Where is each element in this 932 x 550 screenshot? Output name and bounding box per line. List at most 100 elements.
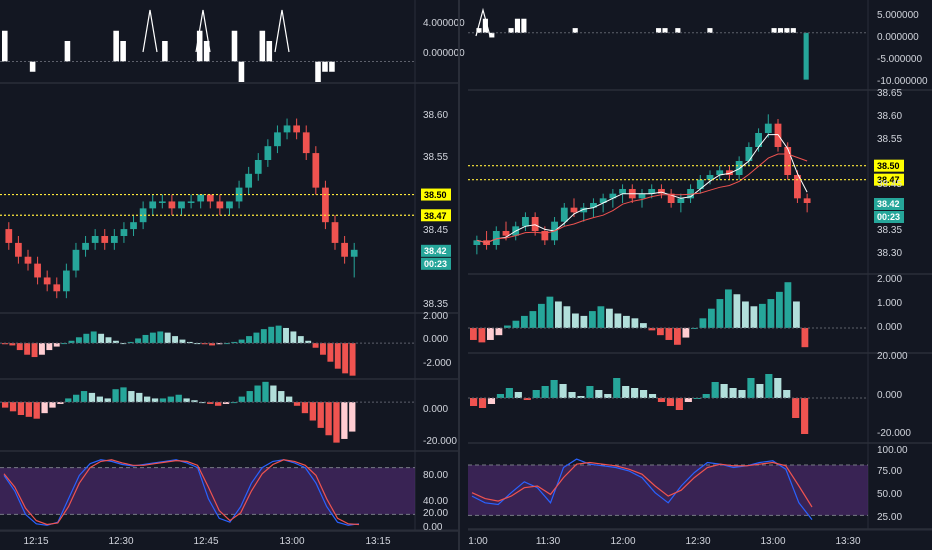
left-price-candle[interactable] bbox=[149, 201, 157, 209]
left-price-candle[interactable] bbox=[264, 146, 272, 160]
left-price-candle[interactable] bbox=[187, 201, 195, 203]
left-osc2-bar bbox=[309, 402, 316, 421]
right-price-candle[interactable] bbox=[687, 189, 694, 199]
left-price-candle[interactable] bbox=[130, 222, 137, 230]
left-vol-bar bbox=[120, 41, 126, 62]
right-osc2-bar bbox=[532, 390, 540, 398]
right-price-candle[interactable] bbox=[502, 231, 510, 236]
left-price-candle[interactable] bbox=[158, 201, 166, 203]
left-price-candle[interactable] bbox=[197, 194, 205, 202]
right-price-candle[interactable] bbox=[638, 193, 646, 199]
right-osc1-bar bbox=[521, 315, 528, 328]
right-price-candle[interactable] bbox=[492, 231, 500, 245]
left-price-candle[interactable] bbox=[91, 236, 99, 243]
right-osc2-bar bbox=[496, 394, 504, 398]
right-price-candle[interactable] bbox=[794, 175, 801, 199]
right-price-candle[interactable] bbox=[648, 189, 656, 194]
left-price-candle[interactable] bbox=[5, 229, 13, 243]
left-osc1-bar bbox=[46, 343, 53, 351]
right-osc2-bar bbox=[487, 398, 496, 404]
left-osc2-bar bbox=[175, 394, 182, 403]
right-osc1-bar bbox=[665, 327, 673, 340]
right-price-candle[interactable] bbox=[784, 147, 792, 175]
right-price-candle[interactable] bbox=[745, 147, 753, 161]
right-osc2-bar bbox=[640, 390, 648, 398]
left-price-candle[interactable] bbox=[178, 201, 185, 209]
right-osc1-bar bbox=[657, 327, 664, 336]
left-price-candle[interactable] bbox=[101, 236, 109, 243]
left-price-candle[interactable] bbox=[110, 236, 118, 243]
right-price-candle[interactable] bbox=[658, 189, 665, 194]
right-price-candle[interactable] bbox=[696, 179, 704, 189]
left-price-candle[interactable] bbox=[15, 242, 22, 257]
left-osc1-bar bbox=[290, 331, 297, 344]
left-price-candle[interactable] bbox=[302, 132, 310, 154]
left-level-label: 38.47 bbox=[424, 211, 447, 221]
left-osc2-bar bbox=[270, 385, 277, 403]
right-price-candle[interactable] bbox=[726, 170, 733, 175]
left-price-candle[interactable] bbox=[72, 249, 80, 271]
left-price-candle[interactable] bbox=[341, 242, 348, 257]
left-price-candle[interactable] bbox=[168, 201, 176, 209]
left-price-candle[interactable] bbox=[331, 222, 339, 243]
right-price-candle[interactable] bbox=[599, 198, 607, 203]
left-vol-bar bbox=[322, 61, 328, 72]
left-osc1-bar bbox=[105, 337, 112, 344]
left-price-candle[interactable] bbox=[63, 270, 70, 292]
right-price-candle[interactable] bbox=[541, 231, 549, 241]
left-price-candle[interactable] bbox=[293, 125, 300, 133]
right-price-candle[interactable] bbox=[560, 207, 568, 222]
right-price-candle[interactable] bbox=[580, 207, 588, 213]
left-price-candle[interactable] bbox=[53, 284, 61, 292]
left-price-candle[interactable] bbox=[139, 208, 147, 223]
left-price-candle[interactable] bbox=[226, 201, 233, 209]
right-price-candle[interactable] bbox=[677, 198, 685, 203]
left-price-candle[interactable] bbox=[82, 242, 89, 250]
right-price-candle[interactable] bbox=[590, 203, 597, 208]
left-osc2-bar bbox=[207, 402, 214, 404]
left-price-candle[interactable] bbox=[235, 187, 243, 202]
left-price-candle[interactable] bbox=[24, 256, 32, 264]
left-price-candle[interactable] bbox=[254, 160, 262, 174]
right-price-candle[interactable] bbox=[764, 123, 772, 133]
left-osc2-bar bbox=[262, 381, 269, 403]
left-price-candle[interactable] bbox=[350, 249, 358, 257]
left-price-candle[interactable] bbox=[322, 187, 329, 223]
left-price-candle[interactable] bbox=[43, 277, 51, 285]
right-price-candle[interactable] bbox=[531, 217, 539, 231]
left-price-candle[interactable] bbox=[34, 263, 41, 278]
right-price-candle[interactable] bbox=[755, 133, 762, 147]
left-price-candle[interactable] bbox=[274, 132, 281, 147]
right-price-candle[interactable] bbox=[667, 193, 675, 203]
right-osc2-bar bbox=[604, 394, 612, 398]
right-price-candle[interactable] bbox=[735, 161, 743, 175]
right-axis-label: -10.000000 bbox=[877, 76, 928, 87]
axis-labels: 4.0000000.00000038.6038.5538.4538.352.00… bbox=[23, 10, 928, 547]
right-osc2-bar bbox=[801, 398, 809, 434]
left-price-candle[interactable] bbox=[216, 201, 224, 209]
left-axis-label: 38.55 bbox=[423, 152, 448, 163]
right-chart-panel[interactable]: 38.50 38.47 38.42 00:23 bbox=[468, 0, 932, 531]
right-price-candle[interactable] bbox=[609, 193, 617, 199]
right-price-candle[interactable] bbox=[570, 207, 578, 213]
left-chart-panel[interactable]: 38.50 38.47 38.42 00:23 bbox=[0, 0, 458, 532]
right-axis-label: 38.30 bbox=[877, 248, 902, 259]
right-price-candle[interactable] bbox=[803, 198, 811, 203]
left-level-tag bbox=[421, 188, 451, 201]
right-price-candle[interactable] bbox=[619, 189, 626, 194]
left-price-candle[interactable] bbox=[120, 229, 128, 236]
left-price-candle[interactable] bbox=[206, 194, 214, 202]
right-price-candle[interactable] bbox=[522, 217, 529, 227]
left-price-candle[interactable] bbox=[245, 173, 253, 188]
right-osc1-bar bbox=[776, 291, 783, 328]
right-price-candle[interactable] bbox=[706, 175, 714, 180]
left-price-candle[interactable] bbox=[283, 125, 291, 133]
left-osc1-bar bbox=[342, 343, 349, 374]
right-osc1-bar bbox=[470, 327, 477, 340]
left-price-candle[interactable] bbox=[312, 153, 320, 188]
right-axis-label: 38.35 bbox=[877, 225, 902, 236]
right-price-candle[interactable] bbox=[473, 240, 481, 245]
left-vol-bar bbox=[203, 41, 210, 62]
right-price-candle[interactable] bbox=[716, 170, 724, 175]
